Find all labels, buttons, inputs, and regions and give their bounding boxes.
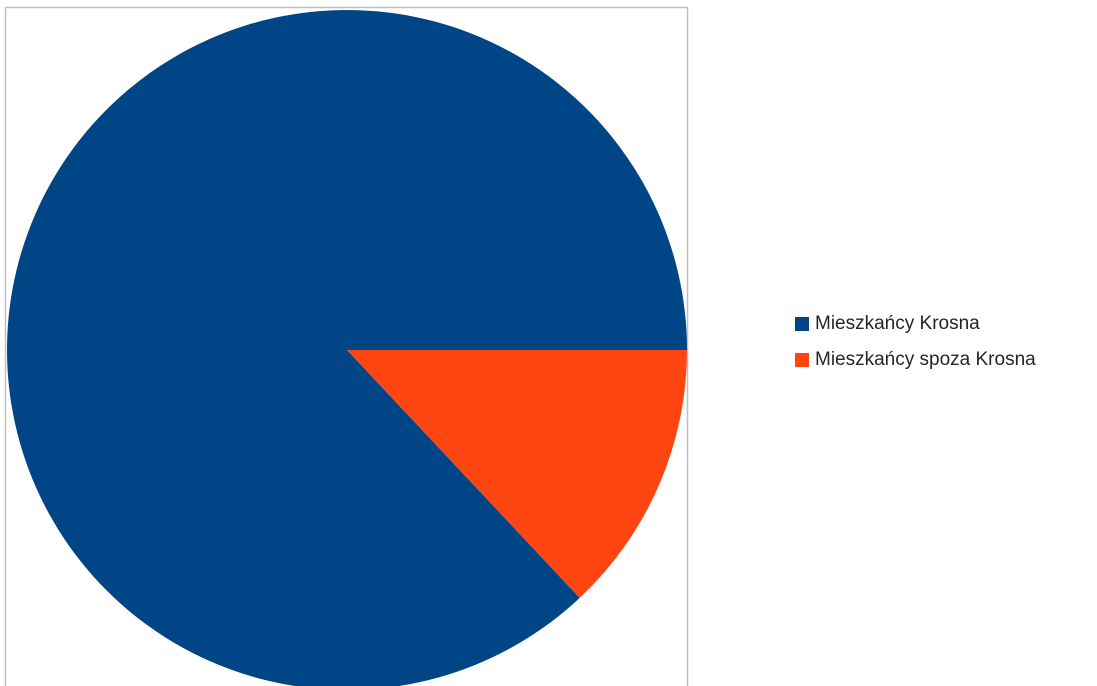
legend-swatch-mieszkancy-spoza-krosna bbox=[795, 353, 809, 367]
legend-swatch-mieszkancy-krosna bbox=[795, 317, 809, 331]
pie-slice-mieszkańcy-spoza-krosna bbox=[347, 350, 687, 598]
pie-slices bbox=[7, 10, 687, 686]
chart-legend: Mieszkańcy Krosna Mieszkańcy spoza Krosn… bbox=[795, 311, 1036, 383]
legend-label: Mieszkańcy Krosna bbox=[815, 313, 980, 334]
legend-label: Mieszkańcy spoza Krosna bbox=[815, 349, 1036, 370]
legend-item-mieszkancy-spoza-krosna: Mieszkańcy spoza Krosna bbox=[795, 347, 1036, 373]
legend-item-mieszkancy-krosna: Mieszkańcy Krosna bbox=[795, 311, 1036, 337]
pie-slice-mieszkańcy-krosna bbox=[7, 10, 687, 686]
